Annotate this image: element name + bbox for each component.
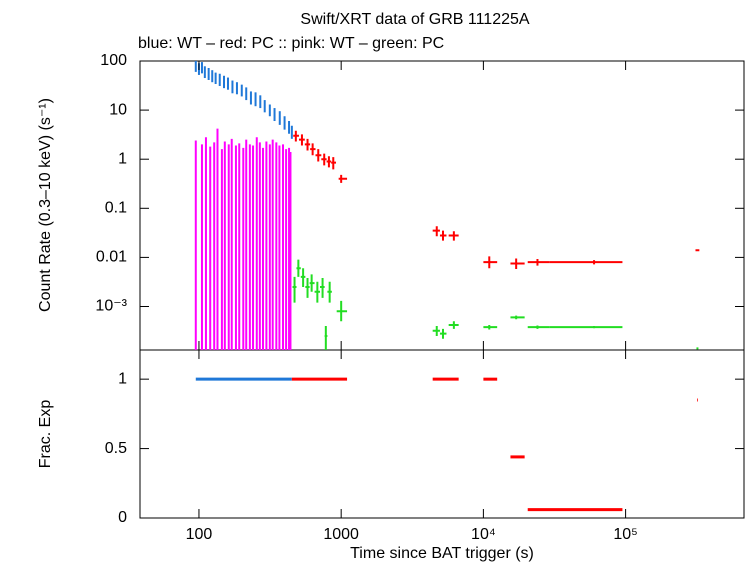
chart-subtitle: blue: WT – red: PC :: pink: WT – green: … [138,35,444,52]
data-point [439,230,447,241]
data-point [510,258,525,270]
x-axis-label: Time since BAT trigger (s) [350,545,534,562]
data-point [315,149,322,162]
y-tick-label: 0.5 [105,440,127,457]
x-tick-label: 1000 [323,526,359,543]
plot-area [195,377,698,512]
data-point [448,231,459,241]
data-point [338,174,348,183]
y-tick-label: 0.1 [105,200,127,217]
y-tick-label: 10 [109,101,127,118]
data-point [309,274,315,292]
data-point [310,143,316,156]
data-point [300,268,306,287]
data-point [527,325,550,329]
y-axis-label: Count Rate (0.3–10 keV) (s⁻¹) [37,98,54,312]
data-point [314,281,321,303]
data-point [696,347,699,350]
data-point [292,276,297,303]
y-tick-label: 100 [100,52,127,69]
data-point [336,300,348,322]
data-point [304,138,311,151]
y-tick-label: 10⁻³ [95,298,127,315]
data-point [432,326,440,337]
data-point [296,259,301,277]
y-tick-label: 1 [118,150,127,167]
data-point [331,157,337,170]
data-point [321,153,327,166]
y-tick-label: 0 [118,509,127,526]
data-point [324,326,328,350]
y-tick-label: 1 [118,370,127,387]
y-tick-label: 0.01 [96,249,127,266]
data-point [305,278,310,298]
plot-area [194,61,700,350]
data-point [695,249,700,252]
data-point [439,328,447,339]
data-point [327,281,332,303]
chart-title: Swift/XRT data of GRB 111225A [300,11,529,28]
x-tick-label: 100 [186,526,213,543]
data-point [326,156,332,168]
data-point [448,321,459,329]
x-tick-label: 10⁵ [613,526,637,543]
x-tick-label: 10⁴ [471,526,496,543]
data-point [483,324,498,330]
data-point [320,278,325,298]
data-point [510,315,525,320]
data-point [432,226,440,237]
plot-frame [139,60,745,519]
data-point [527,258,550,266]
data-point [549,326,623,329]
data-point [549,260,623,265]
data-point [483,256,498,269]
y-axis-label: Frac. Exp [37,400,54,469]
data-point [293,130,299,142]
data-point [298,134,305,146]
